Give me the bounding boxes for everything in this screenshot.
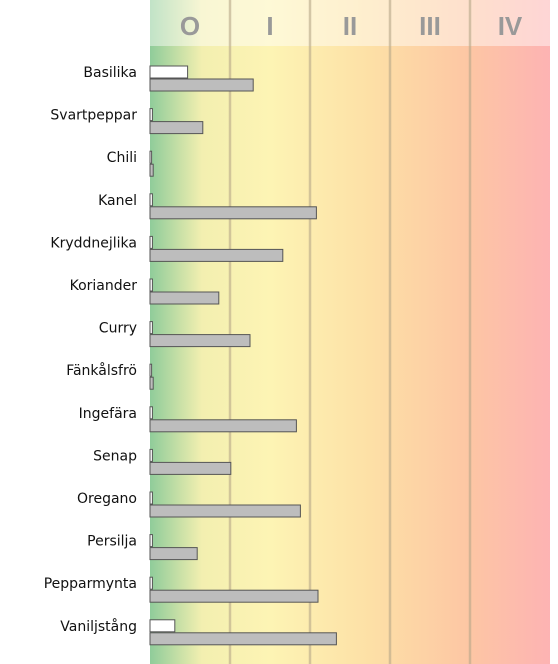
bar xyxy=(149,461,232,475)
bar xyxy=(149,65,189,79)
category-label: Pepparmynta xyxy=(44,576,137,592)
bar xyxy=(149,278,153,292)
bar xyxy=(149,78,254,92)
bar xyxy=(149,448,153,462)
zone-header xyxy=(150,0,550,46)
zone-label: IV xyxy=(498,11,523,41)
bar xyxy=(149,150,153,164)
bar xyxy=(149,576,153,590)
bar xyxy=(149,547,198,561)
bar xyxy=(149,589,319,603)
bar xyxy=(149,406,153,420)
category-label: Ingefära xyxy=(79,406,137,422)
bar xyxy=(149,619,176,633)
bar xyxy=(149,291,220,305)
category-label: Persilja xyxy=(87,534,137,550)
bar xyxy=(149,363,153,377)
category-label: Koriander xyxy=(70,278,138,294)
category-label: Chili xyxy=(107,150,137,166)
category-label: Oregano xyxy=(77,491,137,507)
category-label: Svartpeppar xyxy=(50,108,137,124)
category-label: Kryddnejlika xyxy=(50,235,137,251)
bar xyxy=(149,419,297,433)
bar xyxy=(149,376,154,390)
bar xyxy=(149,632,337,646)
bar xyxy=(149,534,153,548)
category-label: Curry xyxy=(99,321,137,337)
zone-background xyxy=(150,0,550,664)
bar xyxy=(149,235,153,249)
category-label: Vaniljstång xyxy=(60,618,137,635)
bar xyxy=(149,206,317,220)
bar xyxy=(149,248,284,262)
bar xyxy=(149,321,153,335)
category-label: Fänkålsfrö xyxy=(66,362,137,379)
bar xyxy=(149,108,153,122)
category-label: Kanel xyxy=(98,193,137,209)
zone-label: I xyxy=(266,11,273,41)
bar xyxy=(149,491,153,505)
category-label: Basilika xyxy=(83,65,137,81)
zone-label: II xyxy=(343,11,357,41)
category-label: Senap xyxy=(93,448,137,464)
bar xyxy=(149,193,153,207)
bar xyxy=(149,121,204,135)
bar xyxy=(149,504,301,518)
zone-label: III xyxy=(419,11,441,41)
bar xyxy=(149,334,251,348)
zone-label: O xyxy=(180,11,200,41)
bar xyxy=(149,163,154,177)
